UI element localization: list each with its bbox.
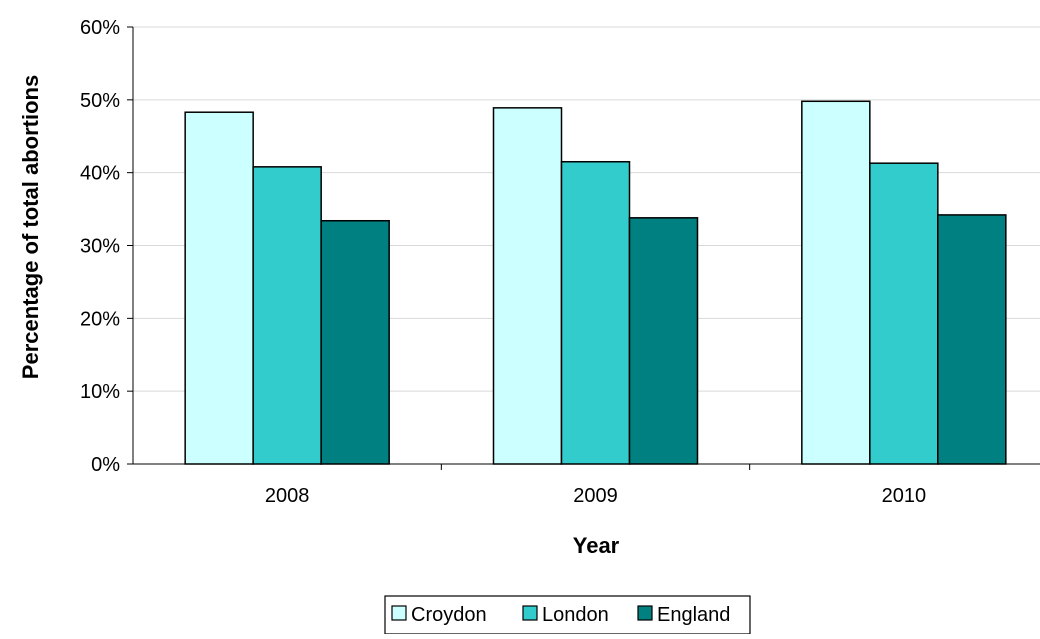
y-tick-label: 10% [80, 381, 120, 403]
y-tick-label: 40% [80, 163, 120, 185]
bar-london-2008 [252, 166, 322, 465]
legend-swatch-croydon [391, 605, 407, 621]
y-tick-label: 50% [80, 90, 120, 112]
legend-swatch-england [637, 605, 653, 621]
y-tick-label: 30% [80, 236, 120, 258]
x-tick-label: 2010 [882, 485, 927, 507]
y-axis-title: Percentage of total abortions [18, 75, 43, 379]
legend: Croydon London England [384, 595, 751, 635]
legend-label-london: London [542, 604, 609, 626]
bar-croydon-2009 [492, 107, 563, 465]
bar-england-2009 [628, 217, 699, 465]
x-tick-label: 2008 [265, 485, 310, 507]
legend-label-croydon: Croydon [411, 604, 487, 626]
y-tick-label: 20% [80, 308, 120, 330]
legend-box [384, 595, 751, 635]
axes [127, 26, 1040, 470]
bar-england-2010 [937, 214, 1007, 465]
y-tick-label: 60% [80, 17, 120, 39]
y-tick-label: 0% [91, 454, 120, 476]
bar-croydon-2008 [184, 111, 254, 465]
bar-england-2008 [320, 219, 390, 465]
bar-london-2009 [560, 160, 631, 465]
bars [184, 100, 1007, 465]
y-tick-labels: 0% 10% 20% 30% 40% 50% 60% [80, 17, 120, 476]
bar-croydon-2010 [801, 100, 871, 465]
bar-london-2010 [869, 162, 939, 465]
legend-label-england: England [657, 604, 730, 626]
x-axis-title: Year [573, 533, 620, 558]
x-tick-labels: 2008 2009 2010 [265, 485, 926, 507]
x-tick-label: 2009 [573, 485, 618, 507]
legend-swatch-london [522, 605, 538, 621]
